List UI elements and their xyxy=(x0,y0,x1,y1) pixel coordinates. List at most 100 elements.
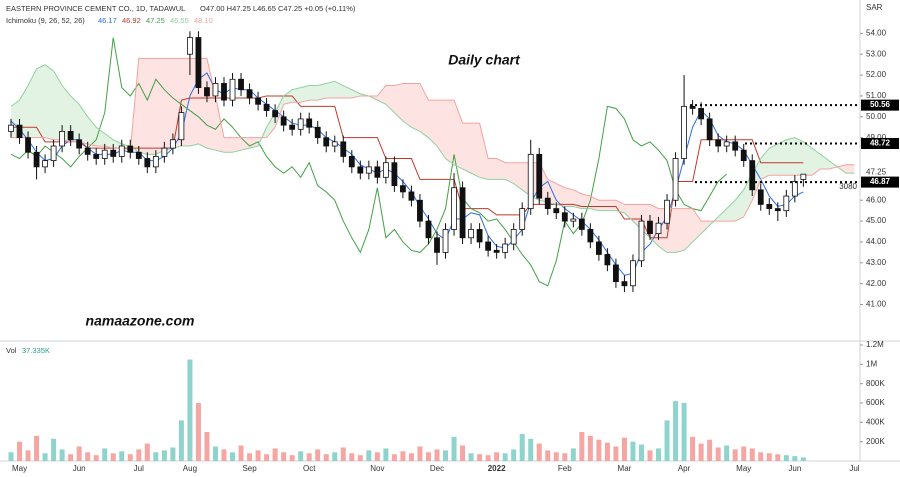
x-tick-label: May xyxy=(12,464,27,473)
candle-body xyxy=(391,162,398,187)
candle-body xyxy=(766,204,773,209)
candle-body xyxy=(783,195,790,212)
countdown: 3080 xyxy=(839,182,857,191)
candle-body xyxy=(587,229,594,243)
candle-body xyxy=(110,149,117,157)
candle-body xyxy=(187,37,193,55)
y-tick-label: 46.00 xyxy=(866,195,887,204)
cloud-segment xyxy=(411,83,420,132)
cloud-segment xyxy=(266,112,276,138)
volume-bar xyxy=(741,446,747,461)
volume-bar xyxy=(545,450,551,461)
candle-body xyxy=(50,145,57,162)
cloud-segment xyxy=(479,123,489,180)
volume-bar xyxy=(178,420,184,461)
candle-body xyxy=(664,199,670,224)
leading-span-b xyxy=(11,57,855,222)
volume-bar xyxy=(255,450,261,461)
cloud-segment xyxy=(147,58,156,155)
cloud-segment xyxy=(684,208,693,251)
candle-body xyxy=(25,137,31,153)
cloud-segment xyxy=(351,89,361,99)
volume-bar xyxy=(604,442,610,461)
volume-bar xyxy=(170,447,176,461)
y-tick-label: 53.00 xyxy=(866,49,887,58)
y-tick-label: 54.00 xyxy=(866,28,887,37)
volume-legend-value: 37.335K xyxy=(22,346,50,355)
volume-bar xyxy=(102,448,108,461)
x-tick-label: Jun xyxy=(788,464,801,473)
volume-tick-label: 1M xyxy=(866,359,877,368)
volume-bar xyxy=(42,453,48,461)
volume-bar xyxy=(562,453,568,461)
candle-body xyxy=(8,124,14,132)
candle-body xyxy=(382,162,389,178)
annotation: Daily chart xyxy=(448,52,521,68)
volume-bar xyxy=(511,449,517,461)
candle-body xyxy=(451,187,457,230)
volume-bar xyxy=(596,439,602,461)
candle-body xyxy=(723,141,730,147)
volume-tick-label: 800K xyxy=(866,379,885,388)
candle-body xyxy=(485,241,492,251)
candle-body xyxy=(425,220,432,239)
cloud-segment xyxy=(377,85,386,105)
volume-bar xyxy=(792,456,798,461)
cloud-segment xyxy=(471,123,480,178)
candle-body xyxy=(331,141,338,147)
candle-body xyxy=(297,118,304,130)
ohlc-text: O47.00 H47.25 L46.65 C47.25 +0.05 (+0.11… xyxy=(200,4,356,13)
candle-body xyxy=(621,281,628,287)
x-tick-label: May xyxy=(736,464,751,473)
volume-bar xyxy=(17,441,23,461)
candle-body xyxy=(152,156,159,168)
candle-body xyxy=(255,97,261,105)
volume-bar xyxy=(136,449,142,461)
cloud-segment xyxy=(607,200,616,211)
cloud-segment xyxy=(675,208,685,253)
cloud-segment xyxy=(769,143,778,176)
cloud-segment xyxy=(777,139,787,176)
watermark: namaazone.com xyxy=(86,313,195,329)
x-tick-label: Sep xyxy=(242,464,257,473)
volume-bar xyxy=(502,453,508,461)
y-tick-label: 43.00 xyxy=(866,258,887,267)
axes: 41.00 42.00 43.00 44.00 45.00 46.00 49.00 50.00… xyxy=(12,28,899,473)
volume-bar xyxy=(306,453,312,461)
candle-body xyxy=(400,185,406,193)
cloud-segment xyxy=(496,158,506,180)
y-tick-label: 50.00 xyxy=(866,112,887,121)
level-tag xyxy=(861,138,899,150)
volume-bar xyxy=(400,451,406,461)
volume-bar xyxy=(553,452,559,461)
cloud-segment xyxy=(598,200,608,211)
cloud-segment xyxy=(428,100,437,147)
candle-body xyxy=(715,139,722,147)
volume-bar xyxy=(212,446,218,461)
volume-bar xyxy=(144,443,150,461)
volume-tick-label: 200K xyxy=(866,437,885,446)
volume-bar xyxy=(221,449,227,461)
volume-bar xyxy=(468,453,474,461)
candle-body xyxy=(502,243,509,253)
candle-body xyxy=(536,153,543,199)
volume-bar xyxy=(383,448,389,461)
cloud-segment xyxy=(513,162,523,190)
volume-bar xyxy=(425,452,431,461)
candle-body xyxy=(272,110,279,118)
cloud-segment xyxy=(445,100,455,165)
cloud-segment xyxy=(232,137,242,153)
ichimoku-legend-value: 46.55 xyxy=(170,16,189,25)
volume-bar xyxy=(110,453,116,461)
currency: SAR xyxy=(866,3,883,12)
volume-bar xyxy=(656,448,662,461)
ichimoku-legend-value: 46.17 xyxy=(98,16,117,25)
candle-body xyxy=(67,131,74,141)
volume-bar xyxy=(766,453,772,461)
candle-body xyxy=(638,220,645,262)
candle-body xyxy=(417,199,423,222)
candle-body xyxy=(604,254,611,266)
x-tick-label: Mar xyxy=(618,464,632,473)
x-tick-label: Feb xyxy=(558,464,572,473)
cloud-segment xyxy=(564,187,574,207)
